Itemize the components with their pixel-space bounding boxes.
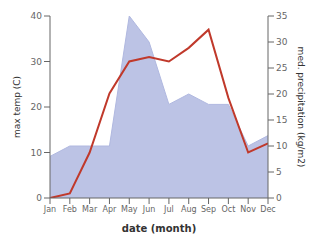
svg-text:30: 30 bbox=[276, 37, 288, 47]
svg-text:25: 25 bbox=[276, 63, 287, 73]
svg-text:5: 5 bbox=[276, 167, 282, 177]
svg-text:10: 10 bbox=[31, 148, 43, 158]
svg-text:Apr: Apr bbox=[103, 205, 118, 214]
svg-text:0: 0 bbox=[276, 193, 282, 203]
svg-text:max temp (C): max temp (C) bbox=[12, 76, 22, 138]
svg-text:Jun: Jun bbox=[142, 205, 156, 214]
svg-text:date (month): date (month) bbox=[122, 223, 196, 234]
svg-text:med. precipitation (kg/m2): med. precipitation (kg/m2) bbox=[296, 47, 306, 168]
svg-text:May: May bbox=[121, 205, 138, 214]
svg-text:Feb: Feb bbox=[63, 205, 77, 214]
svg-text:40: 40 bbox=[31, 11, 43, 21]
svg-text:10: 10 bbox=[276, 141, 288, 151]
svg-text:Oct: Oct bbox=[221, 205, 235, 214]
svg-text:Sep: Sep bbox=[201, 205, 216, 214]
svg-text:20: 20 bbox=[31, 102, 43, 112]
svg-text:35: 35 bbox=[276, 11, 287, 21]
svg-text:Mar: Mar bbox=[82, 205, 98, 214]
svg-text:Jul: Jul bbox=[163, 205, 174, 214]
svg-text:Jan: Jan bbox=[43, 205, 56, 214]
svg-text:0: 0 bbox=[36, 193, 42, 203]
svg-text:20: 20 bbox=[276, 89, 288, 99]
svg-text:15: 15 bbox=[276, 115, 287, 125]
svg-text:30: 30 bbox=[31, 57, 43, 67]
svg-text:Aug: Aug bbox=[181, 205, 197, 214]
svg-text:Dec: Dec bbox=[260, 205, 275, 214]
svg-text:Nov: Nov bbox=[240, 205, 256, 214]
